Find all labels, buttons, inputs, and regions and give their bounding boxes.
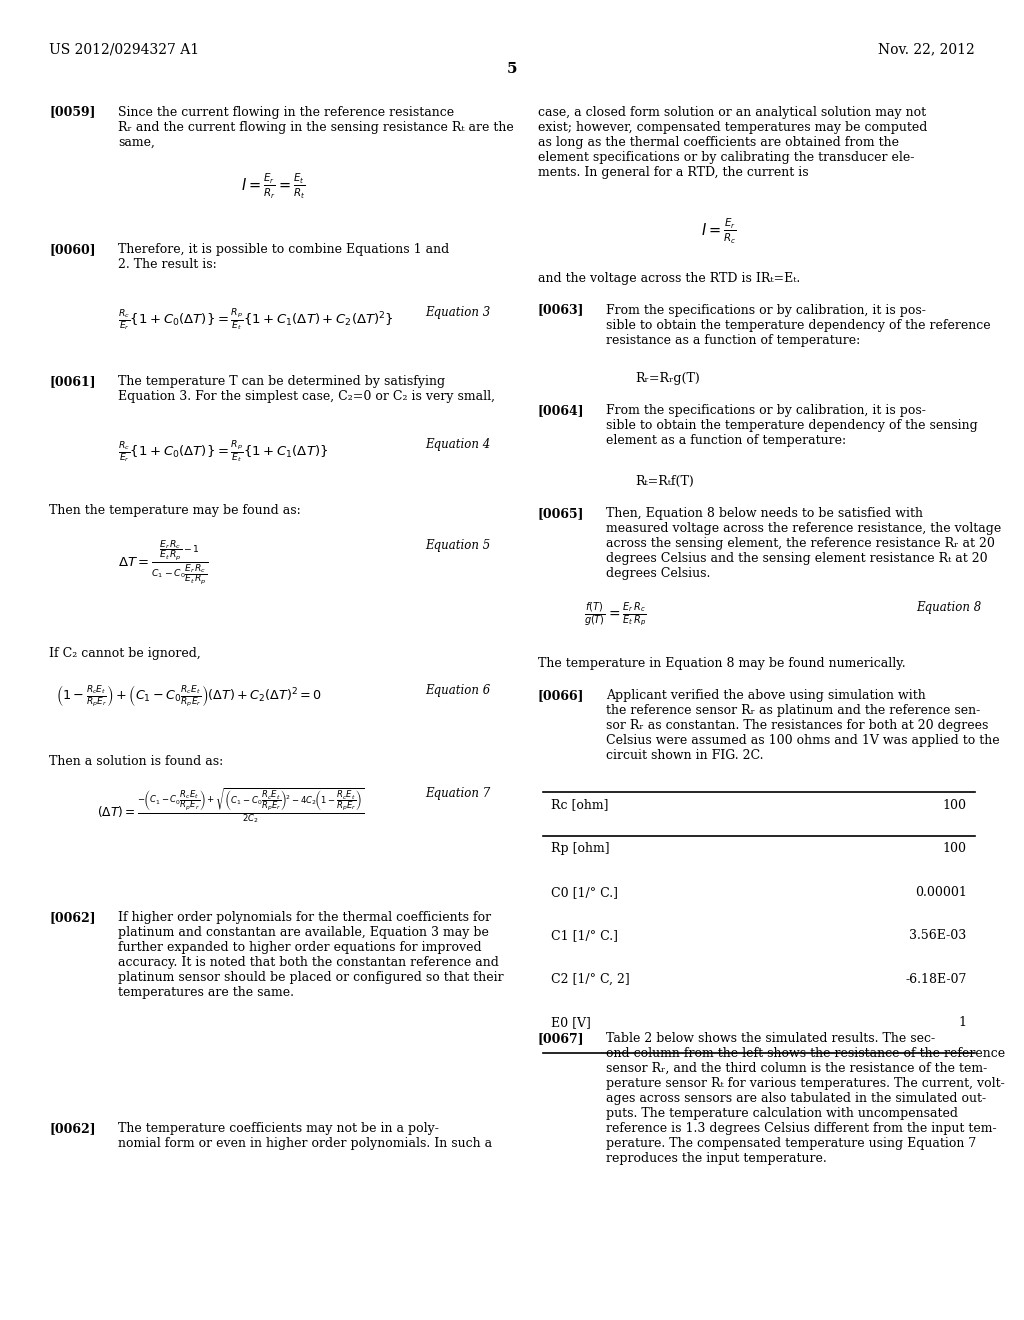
Text: 3.56E-03: 3.56E-03 bbox=[909, 929, 967, 942]
Text: The temperature T can be determined by satisfying
Equation 3. For the simplest c: The temperature T can be determined by s… bbox=[118, 375, 495, 403]
Text: [0062]: [0062] bbox=[49, 911, 96, 924]
Text: [0065]: [0065] bbox=[538, 507, 584, 520]
Text: Equation 4: Equation 4 bbox=[425, 438, 490, 451]
Text: US 2012/0294327 A1: US 2012/0294327 A1 bbox=[49, 42, 200, 57]
Text: Equation 3: Equation 3 bbox=[425, 306, 490, 319]
Text: If higher order polynomials for the thermal coefficients for
platinum and consta: If higher order polynomials for the ther… bbox=[118, 911, 504, 999]
Text: 1: 1 bbox=[958, 1016, 967, 1030]
Text: 100: 100 bbox=[943, 842, 967, 855]
Text: Equation 6: Equation 6 bbox=[425, 684, 490, 697]
Text: [0061]: [0061] bbox=[49, 375, 96, 388]
Text: [0060]: [0060] bbox=[49, 243, 96, 256]
Text: $\left(1-\frac{R_c E_t}{R_p E_r}\right)+\left(C_1-C_0\frac{R_c E_t}{R_p E_r}\rig: $\left(1-\frac{R_c E_t}{R_p E_r}\right)+… bbox=[56, 684, 323, 709]
Text: 5: 5 bbox=[507, 62, 517, 77]
Text: $I = \frac{E_r}{R_r} = \frac{E_t}{R_t}$: $I = \frac{E_r}{R_r} = \frac{E_t}{R_t}$ bbox=[241, 172, 305, 201]
Text: [0059]: [0059] bbox=[49, 106, 95, 119]
Text: $\frac{R_c}{E_r}\{1+C_0(\Delta T)\}=\frac{R_p}{E_t}\{1+C_1(\Delta T)+C_2(\Delta : $\frac{R_c}{E_r}\{1+C_0(\Delta T)\}=\fra… bbox=[118, 306, 393, 333]
Text: $(\Delta T)=\frac{-\!\left(C_1-C_0\dfrac{R_c E_t}{R_p E_r}\right)+\sqrt{\left(C_: $(\Delta T)=\frac{-\!\left(C_1-C_0\dfrac… bbox=[97, 787, 365, 825]
Text: The temperature coefficients may not be in a poly-
nomial form or even in higher: The temperature coefficients may not be … bbox=[118, 1122, 492, 1150]
Text: C0 [1/° C.]: C0 [1/° C.] bbox=[551, 886, 617, 899]
Text: The temperature in Equation 8 may be found numerically.: The temperature in Equation 8 may be fou… bbox=[538, 657, 905, 671]
Text: $\frac{f(T)}{g(T)}=\frac{E_r}{E_t}\frac{R_c}{R_p}$: $\frac{f(T)}{g(T)}=\frac{E_r}{E_t}\frac{… bbox=[584, 601, 646, 628]
Text: Therefore, it is possible to combine Equations 1 and
2. The result is:: Therefore, it is possible to combine Equ… bbox=[118, 243, 449, 271]
Text: case, a closed form solution or an analytical solution may not
exist; however, c: case, a closed form solution or an analy… bbox=[538, 106, 927, 178]
Text: Since the current flowing in the reference resistance
Rᵣ and the current flowing: Since the current flowing in the referen… bbox=[118, 106, 513, 149]
Text: Equation 5: Equation 5 bbox=[425, 539, 490, 552]
Text: Then the temperature may be found as:: Then the temperature may be found as: bbox=[49, 504, 301, 517]
Text: Rp [ohm]: Rp [ohm] bbox=[551, 842, 609, 855]
Text: Table 2 below shows the simulated results. The sec-
ond column from the left sho: Table 2 below shows the simulated result… bbox=[606, 1032, 1006, 1166]
Text: $I = \frac{E_r}{R_c}$: $I = \frac{E_r}{R_c}$ bbox=[701, 216, 737, 246]
Text: Applicant verified the above using simulation with
the reference sensor Rᵣ as pl: Applicant verified the above using simul… bbox=[606, 689, 999, 762]
Text: C1 [1/° C.]: C1 [1/° C.] bbox=[551, 929, 617, 942]
Text: $\frac{R_c}{E_r}\{1+C_0(\Delta T)\}=\frac{R_p}{E_t}\{1+C_1(\Delta T)\}$: $\frac{R_c}{E_r}\{1+C_0(\Delta T)\}=\fra… bbox=[118, 438, 328, 465]
Text: E0 [V]: E0 [V] bbox=[551, 1016, 591, 1030]
Text: and the voltage across the RTD is IRₜ=Eₜ.: and the voltage across the RTD is IRₜ=Eₜ… bbox=[538, 272, 800, 285]
Text: $\Delta T = \frac{\dfrac{E_r}{E_t}\dfrac{R_c}{R_p}-1}{C_1-C_0\dfrac{E_r}{E_t}\df: $\Delta T = \frac{\dfrac{E_r}{E_t}\dfrac… bbox=[118, 539, 208, 587]
Text: C2 [1/° C, 2]: C2 [1/° C, 2] bbox=[551, 973, 630, 986]
Text: If C₂ cannot be ignored,: If C₂ cannot be ignored, bbox=[49, 647, 201, 660]
Text: Then, Equation 8 below needs to be satisfied with
measured voltage across the re: Then, Equation 8 below needs to be satis… bbox=[606, 507, 1001, 579]
Text: From the specifications or by calibration, it is pos-
sible to obtain the temper: From the specifications or by calibratio… bbox=[606, 404, 978, 447]
Text: [0067]: [0067] bbox=[538, 1032, 585, 1045]
Text: [0064]: [0064] bbox=[538, 404, 585, 417]
Text: Nov. 22, 2012: Nov. 22, 2012 bbox=[879, 42, 975, 57]
Text: Rₜ=Rₜf(T): Rₜ=Rₜf(T) bbox=[635, 475, 693, 488]
Text: Rc [ohm]: Rc [ohm] bbox=[551, 799, 608, 812]
Text: 100: 100 bbox=[943, 799, 967, 812]
Text: Rᵣ=Rᵣg(T): Rᵣ=Rᵣg(T) bbox=[635, 372, 699, 385]
Text: Equation 7: Equation 7 bbox=[425, 787, 490, 800]
Text: [0062]: [0062] bbox=[49, 1122, 96, 1135]
Text: 0.00001: 0.00001 bbox=[914, 886, 967, 899]
Text: -6.18E-07: -6.18E-07 bbox=[905, 973, 967, 986]
Text: [0066]: [0066] bbox=[538, 689, 584, 702]
Text: [0063]: [0063] bbox=[538, 304, 584, 317]
Text: Then a solution is found as:: Then a solution is found as: bbox=[49, 755, 223, 768]
Text: From the specifications or by calibration, it is pos-
sible to obtain the temper: From the specifications or by calibratio… bbox=[606, 304, 991, 347]
Text: Equation 8: Equation 8 bbox=[916, 601, 982, 614]
